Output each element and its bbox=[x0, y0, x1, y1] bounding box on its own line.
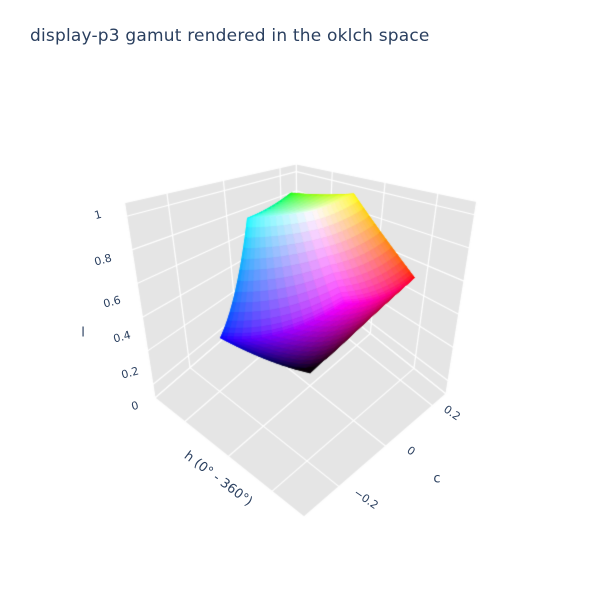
l-axis-title: l bbox=[81, 325, 85, 341]
c-axis-title: c bbox=[433, 471, 441, 487]
chart-title: display-p3 gamut rendered in the oklch s… bbox=[30, 26, 430, 46]
